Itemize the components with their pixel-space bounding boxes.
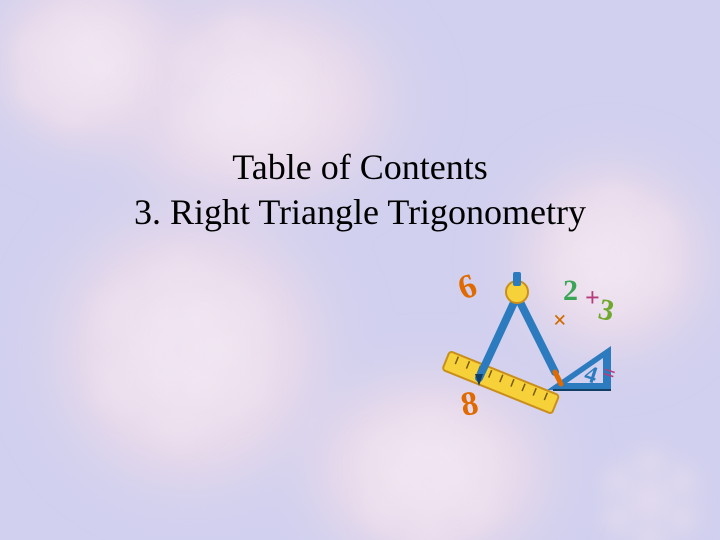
- math-clipart: 6 8 2 + 3 × 4 =: [435, 260, 625, 420]
- title-line-1: Table of Contents: [0, 145, 720, 190]
- plus-sign: +: [585, 283, 600, 312]
- number-2: 2: [563, 274, 578, 307]
- times-sign: ×: [553, 308, 567, 334]
- number-6: 6: [453, 267, 482, 308]
- ruler-icon: [442, 351, 559, 414]
- number-8: 8: [458, 384, 481, 420]
- slide-title: Table of Contents 3. Right Triangle Trig…: [0, 145, 720, 235]
- title-line-2: 3. Right Triangle Trigonometry: [0, 190, 720, 235]
- slide: Table of Contents 3. Right Triangle Trig…: [0, 0, 720, 540]
